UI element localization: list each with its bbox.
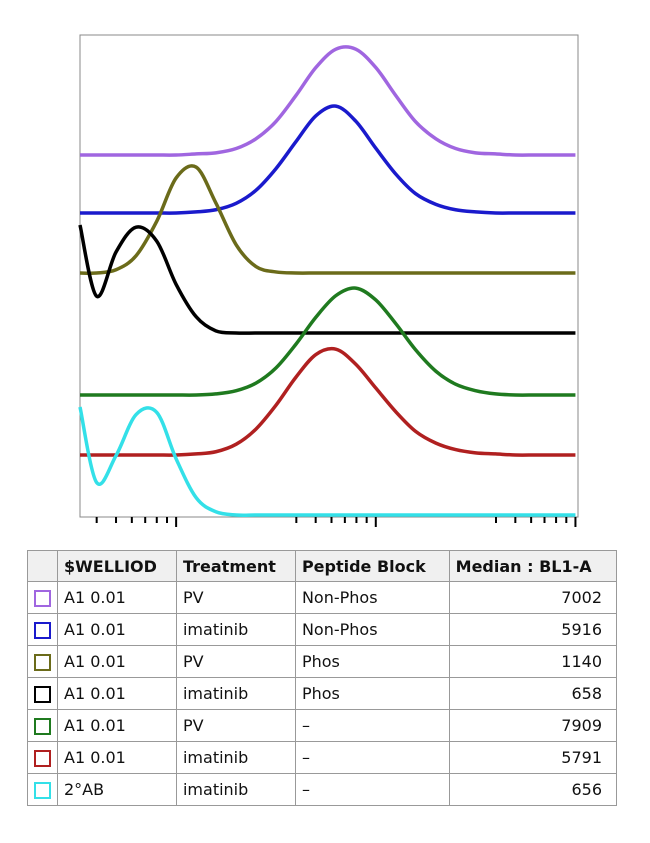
swatch <box>34 750 51 767</box>
table-cell: – <box>294 709 450 742</box>
table-cell: A1 0.01 <box>57 709 177 742</box>
table-cell: 2°AB <box>57 773 177 806</box>
table-cell: Non-Phos <box>294 581 450 614</box>
table-row: A1 0.01 imatinib –5791 <box>27 741 618 774</box>
histogram-curve <box>80 104 576 215</box>
table-cell: 656 <box>448 773 618 806</box>
table-cell: A1 0.01 <box>57 645 177 678</box>
header-row: $WELLIOD Treatment Peptide Block Median : B… <box>27 550 618 582</box>
table-row: A1 0.01 imatinib Phos 658 <box>27 677 618 710</box>
table-row: A1 0.01 PV –7909 <box>27 709 618 742</box>
table-cell: – <box>294 741 450 774</box>
table-cell: PV <box>175 645 296 678</box>
table-cell: imatinib <box>175 741 296 774</box>
histogram-curve <box>79 346 576 457</box>
table-cell: 5791 <box>448 741 618 774</box>
table-cell: A1 0.01 <box>57 581 177 614</box>
swatch <box>34 622 51 639</box>
table-cell: 1140 <box>448 645 618 678</box>
column-header: Median : BL1-A <box>448 550 618 582</box>
swatch-cell <box>27 741 58 774</box>
table-body: A1 0.01 PV Non-Phos 7002 A1 0.01 imatinib Non-… <box>27 581 618 806</box>
histogram-curve <box>79 286 576 397</box>
table-cell: A1 0.01 <box>57 677 177 710</box>
table-cell: – <box>294 773 450 806</box>
table-cell: PV <box>175 709 296 742</box>
swatch-cell <box>27 677 58 710</box>
table-cell: A1 0.01 <box>57 741 177 774</box>
swatch <box>34 590 51 607</box>
swatch <box>34 782 51 799</box>
table-cell: 7909 <box>448 709 618 742</box>
swatch <box>34 654 51 671</box>
table-cell: 658 <box>448 677 618 710</box>
chart <box>78 34 579 527</box>
column-header: Treatment <box>175 550 296 582</box>
histogram-curve <box>79 164 576 275</box>
table-cell: imatinib <box>175 773 296 806</box>
table-cell: imatinib <box>175 613 296 646</box>
table-row: A1 0.01 PV Phos 1140 <box>27 645 618 678</box>
column-header: Peptide Block <box>294 550 450 582</box>
swatch <box>34 718 51 735</box>
table-row: A1 0.01 PV Non-Phos 7002 <box>27 581 618 614</box>
histogram-curve <box>78 406 576 517</box>
plot-frame <box>79 34 579 518</box>
swatch-cell <box>27 581 58 614</box>
table-row: A1 0.01 imatinib Non-Phos 5916 <box>27 613 618 646</box>
swatch-cell <box>27 613 58 646</box>
table-cell: Phos <box>294 645 450 678</box>
table-cell: 7002 <box>448 581 618 614</box>
table-cell: A1 0.01 <box>57 613 177 646</box>
legend-table: $WELLIOD Treatment Peptide Block Median : B… <box>27 550 618 806</box>
table-cell: imatinib <box>175 677 296 710</box>
swatch-cell <box>27 773 58 806</box>
table-row: 2°AB imatinib –656 <box>27 773 618 806</box>
table-cell: Non-Phos <box>294 613 450 646</box>
table-cell: PV <box>175 581 296 614</box>
histogram-curve <box>78 224 576 335</box>
swatch-cell <box>27 709 58 742</box>
table-cell: 5916 <box>448 613 618 646</box>
table-cell: Phos <box>294 677 450 710</box>
swatch <box>34 686 51 703</box>
swatch-cell <box>27 645 58 678</box>
swatch-header <box>27 550 58 582</box>
histogram-curve <box>80 45 576 157</box>
column-header: $WELLIOD <box>57 550 177 582</box>
